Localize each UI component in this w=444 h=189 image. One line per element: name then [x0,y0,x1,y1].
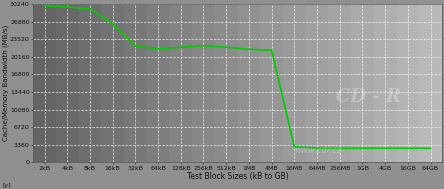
Bar [192,4,215,162]
Bar [170,4,192,162]
X-axis label: Test Block Sizes (kB to GB): Test Block Sizes (kB to GB) [186,172,289,181]
Bar [419,4,442,162]
Bar [351,4,374,162]
Bar [260,4,283,162]
Bar [283,4,305,162]
Bar [79,4,101,162]
Bar [329,4,351,162]
Text: www.cdr.cz: www.cdr.cz [295,146,342,155]
Bar [147,4,170,162]
Bar [374,4,396,162]
Bar [124,4,147,162]
Text: CD - R: CD - R [336,88,400,106]
Y-axis label: Cache/Memory Bandwidth (MB/s): Cache/Memory Bandwidth (MB/s) [2,25,8,141]
Bar [215,4,238,162]
Bar [305,4,329,162]
Bar [56,4,79,162]
Bar [101,4,124,162]
Text: [y]: [y] [2,183,11,188]
Bar [33,4,56,162]
Bar [238,4,260,162]
Bar [396,4,419,162]
